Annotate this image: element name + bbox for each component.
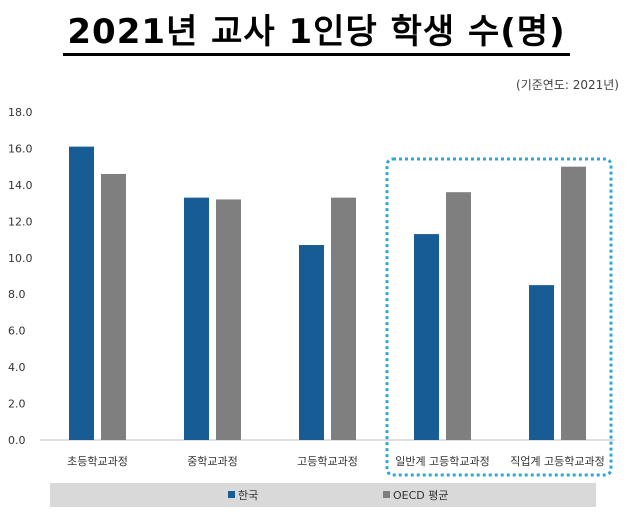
- category-label: 고등학교과정: [297, 455, 358, 468]
- bar-oecd-3: [446, 192, 471, 440]
- bar-oecd-4: [561, 166, 586, 440]
- legend-swatch-0: [228, 491, 235, 498]
- legend-label-0: 한국: [238, 489, 258, 502]
- chart-title-text: 2021년 교사 1인당 학생 수(명): [63, 12, 570, 56]
- y-tick-label: 18.0: [8, 106, 33, 119]
- bar-korea-0: [69, 146, 94, 440]
- bar-korea-3: [414, 234, 439, 440]
- x-axis-labels: 초등학교과정 중학교과정 고등학교과정 일반계 고등학교과정 직업계 고등학교과정: [67, 454, 605, 468]
- bar-korea-1: [184, 197, 209, 440]
- y-tick-label: 12.0: [8, 215, 33, 228]
- y-tick-label: 16.0: [8, 142, 33, 155]
- base-year-note: (기준연도: 2021년): [516, 78, 619, 92]
- bar-oecd-0: [101, 173, 126, 440]
- y-tick-label: 10.0: [8, 252, 33, 265]
- y-tick-label: 14.0: [8, 179, 33, 192]
- legend-swatch-1: [383, 491, 390, 498]
- bar-oecd-2: [331, 197, 356, 440]
- bars: [69, 146, 586, 440]
- y-tick-label: 4.0: [8, 361, 26, 374]
- category-label: 중학교과정: [187, 455, 238, 468]
- highlight-box: [385, 157, 613, 477]
- category-label: 초등학교과정: [67, 455, 128, 468]
- legend-label-1: OECD 평균: [393, 489, 449, 502]
- bar-korea-2: [299, 245, 324, 440]
- category-label: 일반계 고등학교과정: [395, 454, 490, 468]
- bar-oecd-1: [216, 199, 241, 440]
- category-label: 직업계 고등학교과정: [510, 455, 605, 468]
- y-axis: 0.0 2.0 4.0 6.0 8.0 10.0 12.0 14.0 16.0 18.0: [8, 106, 615, 447]
- y-tick-label: 8.0: [8, 288, 26, 301]
- chart-title: 2021년 교사 1인당 학생 수(명): [0, 4, 633, 56]
- y-tick-label: 2.0: [8, 398, 26, 411]
- y-tick-label: 0.0: [8, 434, 26, 447]
- y-tick-label: 6.0: [8, 325, 26, 338]
- bar-korea-4: [529, 285, 554, 440]
- legend: 한국 OECD 평균: [50, 483, 596, 507]
- legend-background: [50, 483, 596, 507]
